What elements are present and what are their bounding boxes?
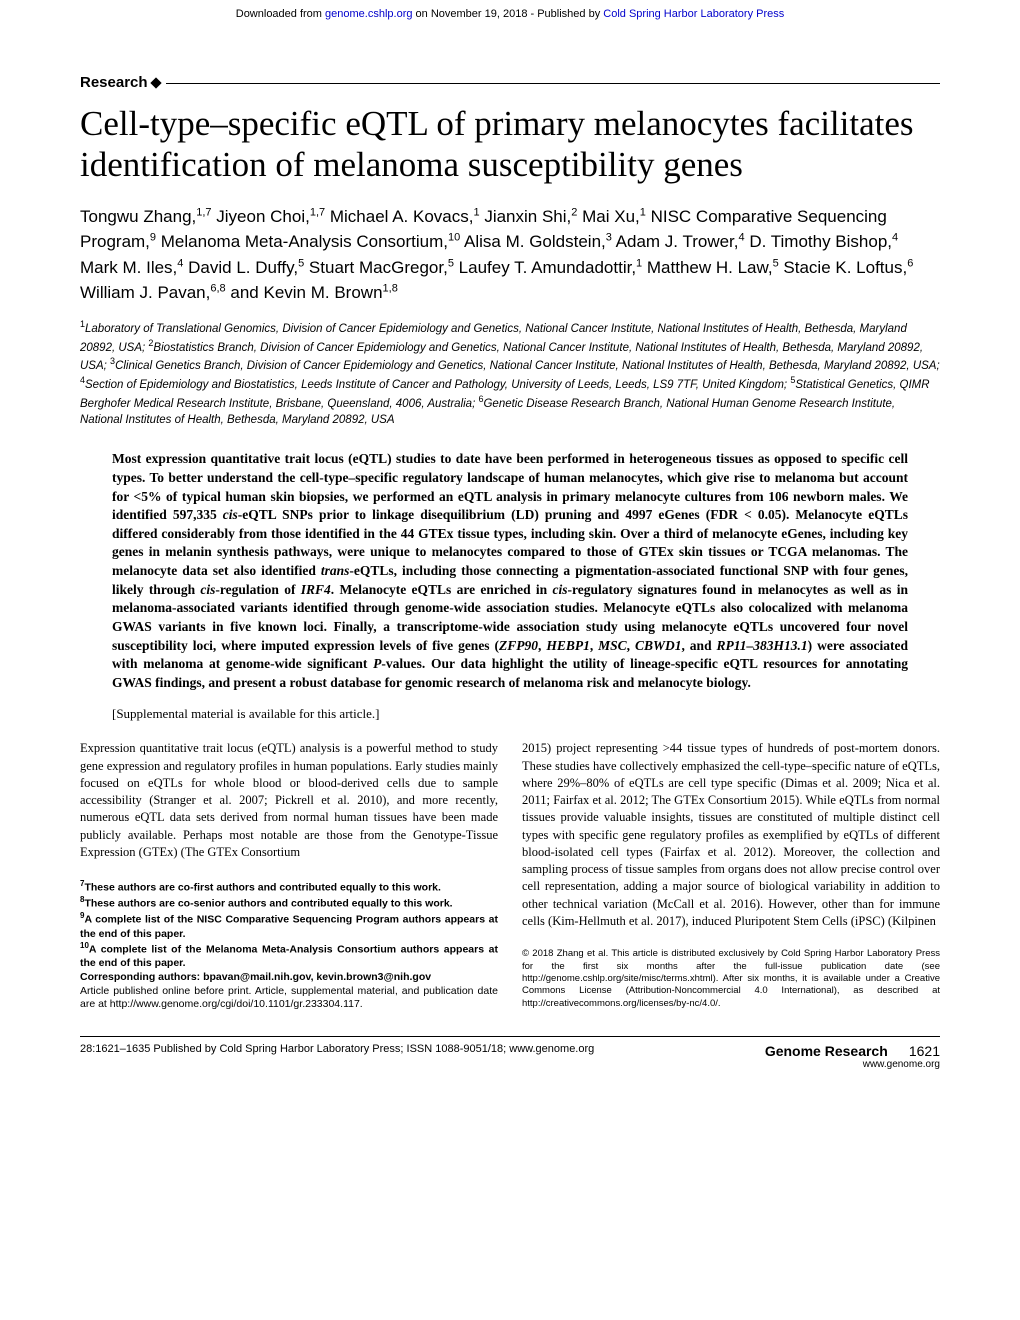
download-link1[interactable]: genome.cshlp.org — [325, 8, 412, 20]
footnote-7: 7These authors are co-first authors and … — [80, 879, 498, 895]
footnotes: 7These authors are co-first authors and … — [80, 879, 498, 1012]
body-text-left: Expression quantitative trait locus (eQT… — [80, 740, 498, 861]
body-text-right: 2015) project representing >44 tissue ty… — [522, 740, 940, 930]
footer-left: 28:1621–1635 Published by Cold Spring Ha… — [80, 1043, 594, 1055]
footnote-corresponding: Corresponding authors: bpavan@mail.nih.g… — [80, 971, 498, 985]
body-col-left: Expression quantitative trait locus (eQT… — [80, 740, 498, 1012]
footnote-10: 10A complete list of the Melanoma Meta-A… — [80, 941, 498, 971]
footer-url: www.genome.org — [765, 1059, 940, 1070]
copyright-block: © 2018 Zhang et al. This article is dist… — [522, 948, 940, 1010]
supplemental-note: [Supplemental material is available for … — [112, 706, 908, 722]
download-mid: on November 19, 2018 - Published by — [412, 8, 603, 20]
download-link2[interactable]: Cold Spring Harbor Laboratory Press — [603, 8, 784, 20]
section-rule — [166, 83, 940, 84]
download-bar: Downloaded from genome.cshlp.org on Nove… — [0, 0, 1020, 24]
page-footer: 28:1621–1635 Published by Cold Spring Ha… — [80, 1036, 940, 1070]
footnote-8: 8These authors are co-senior authors and… — [80, 895, 498, 911]
footnote-article-info: Article published online before print. A… — [80, 985, 498, 1012]
article-title: Cell-type–specific eQTL of primary melan… — [80, 103, 940, 186]
section-diamond-icon — [150, 77, 161, 88]
page-content: Research Cell-type–specific eQTL of prim… — [0, 24, 1020, 1100]
corresponding-emails[interactable]: bpavan@mail.nih.gov, kevin.brown3@nih.go… — [203, 971, 431, 983]
footnote-9: 9A complete list of the NISC Comparative… — [80, 911, 498, 941]
body-columns: Expression quantitative trait locus (eQT… — [80, 740, 940, 1012]
authors-list: Tongwu Zhang,1,7 Jiyeon Choi,1,7 Michael… — [80, 204, 940, 306]
download-prefix: Downloaded from — [236, 8, 325, 20]
footer-right: Genome Research 1621 www.genome.org — [765, 1043, 940, 1070]
abstract: Most expression quantitative trait locus… — [112, 450, 908, 692]
footer-journal: Genome Research — [765, 1043, 888, 1059]
affiliations: 1Laboratory of Translational Genomics, D… — [80, 318, 940, 429]
section-label-text: Research — [80, 74, 148, 91]
footer-pagenum: 1621 — [909, 1043, 940, 1059]
section-label: Research — [80, 74, 940, 91]
body-col-right: 2015) project representing >44 tissue ty… — [522, 740, 940, 1012]
